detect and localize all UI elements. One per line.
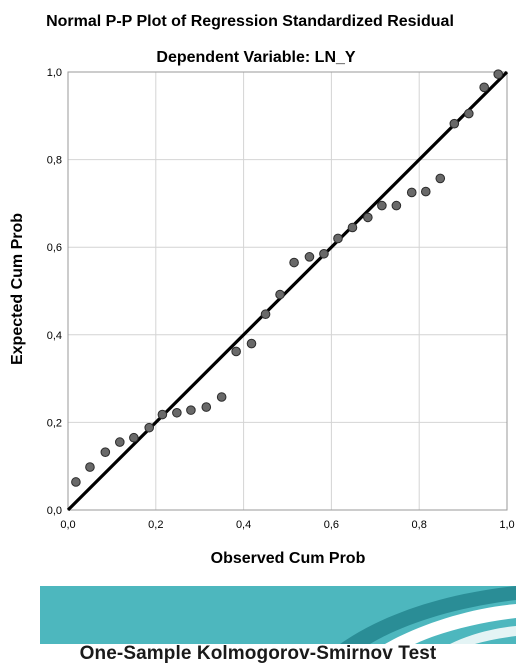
data-point bbox=[172, 407, 182, 418]
y-tick-label: 0,0 bbox=[47, 505, 62, 517]
banner-background bbox=[40, 586, 516, 644]
x-tick-label: 1,0 bbox=[499, 519, 514, 531]
y-tick-labels: 0,0 0,2 0,4 0,6 0,8 1,0 bbox=[47, 67, 62, 517]
data-point bbox=[231, 346, 241, 357]
data-point bbox=[246, 338, 257, 349]
data-point bbox=[144, 422, 155, 433]
data-point bbox=[260, 309, 271, 320]
data-point bbox=[406, 187, 417, 198]
x-tick-label: 0,6 bbox=[324, 519, 339, 531]
data-point bbox=[71, 477, 81, 487]
reference-line bbox=[66, 70, 509, 512]
data-point bbox=[464, 108, 474, 119]
data-point bbox=[129, 432, 139, 443]
x-axis-label: Observed Cum Prob bbox=[211, 550, 366, 567]
x-tick-label: 0,0 bbox=[60, 519, 75, 531]
data-point bbox=[201, 402, 212, 412]
data-point bbox=[186, 405, 196, 415]
y-axis-label: Expected Cum Prob bbox=[9, 213, 26, 365]
data-point bbox=[216, 392, 227, 402]
chart-title: Normal P-P Plot of Regression Standardiz… bbox=[46, 13, 454, 30]
data-point bbox=[319, 248, 329, 259]
y-tick-label: 0,8 bbox=[47, 155, 62, 167]
data-point bbox=[275, 289, 285, 300]
x-tick-label: 0,2 bbox=[148, 519, 163, 531]
footer-title: One-Sample Kolmogorov-Smirnov Test bbox=[79, 643, 437, 664]
data-point bbox=[435, 173, 446, 184]
y-tick-label: 0,4 bbox=[47, 330, 62, 342]
data-point bbox=[347, 222, 358, 233]
data-point bbox=[493, 69, 504, 79]
data-point bbox=[449, 118, 460, 129]
data-points bbox=[71, 69, 504, 487]
data-point bbox=[363, 212, 373, 223]
y-tick-label: 0,6 bbox=[47, 242, 62, 254]
x-tick-label: 0,4 bbox=[236, 519, 251, 531]
data-point bbox=[85, 462, 95, 472]
data-point bbox=[333, 233, 343, 244]
data-point bbox=[377, 200, 387, 211]
data-point bbox=[304, 252, 315, 262]
data-point bbox=[115, 437, 125, 447]
banner-wave-white bbox=[385, 604, 516, 644]
data-point bbox=[100, 447, 111, 457]
pp-plot-chart: Normal P-P Plot of Regression Standardiz… bbox=[9, 13, 515, 567]
y-tick-label: 1,0 bbox=[47, 67, 62, 79]
data-point bbox=[391, 200, 402, 211]
x-tick-labels: 0,0 0,2 0,4 0,6 0,8 1,0 bbox=[60, 519, 514, 531]
grid-lines bbox=[68, 72, 507, 510]
data-point bbox=[157, 409, 168, 420]
x-tick-label: 0,8 bbox=[412, 519, 427, 531]
y-tick-label: 0,2 bbox=[47, 417, 62, 429]
data-point bbox=[420, 186, 431, 197]
chart-subtitle: Dependent Variable: LN_Y bbox=[156, 49, 355, 66]
banner-wave-dark bbox=[340, 586, 516, 644]
plot-frame bbox=[67, 71, 508, 511]
decorative-banner bbox=[40, 586, 516, 644]
data-point bbox=[289, 257, 299, 268]
banner-wave-white-2 bbox=[450, 626, 516, 644]
data-point bbox=[479, 82, 489, 93]
